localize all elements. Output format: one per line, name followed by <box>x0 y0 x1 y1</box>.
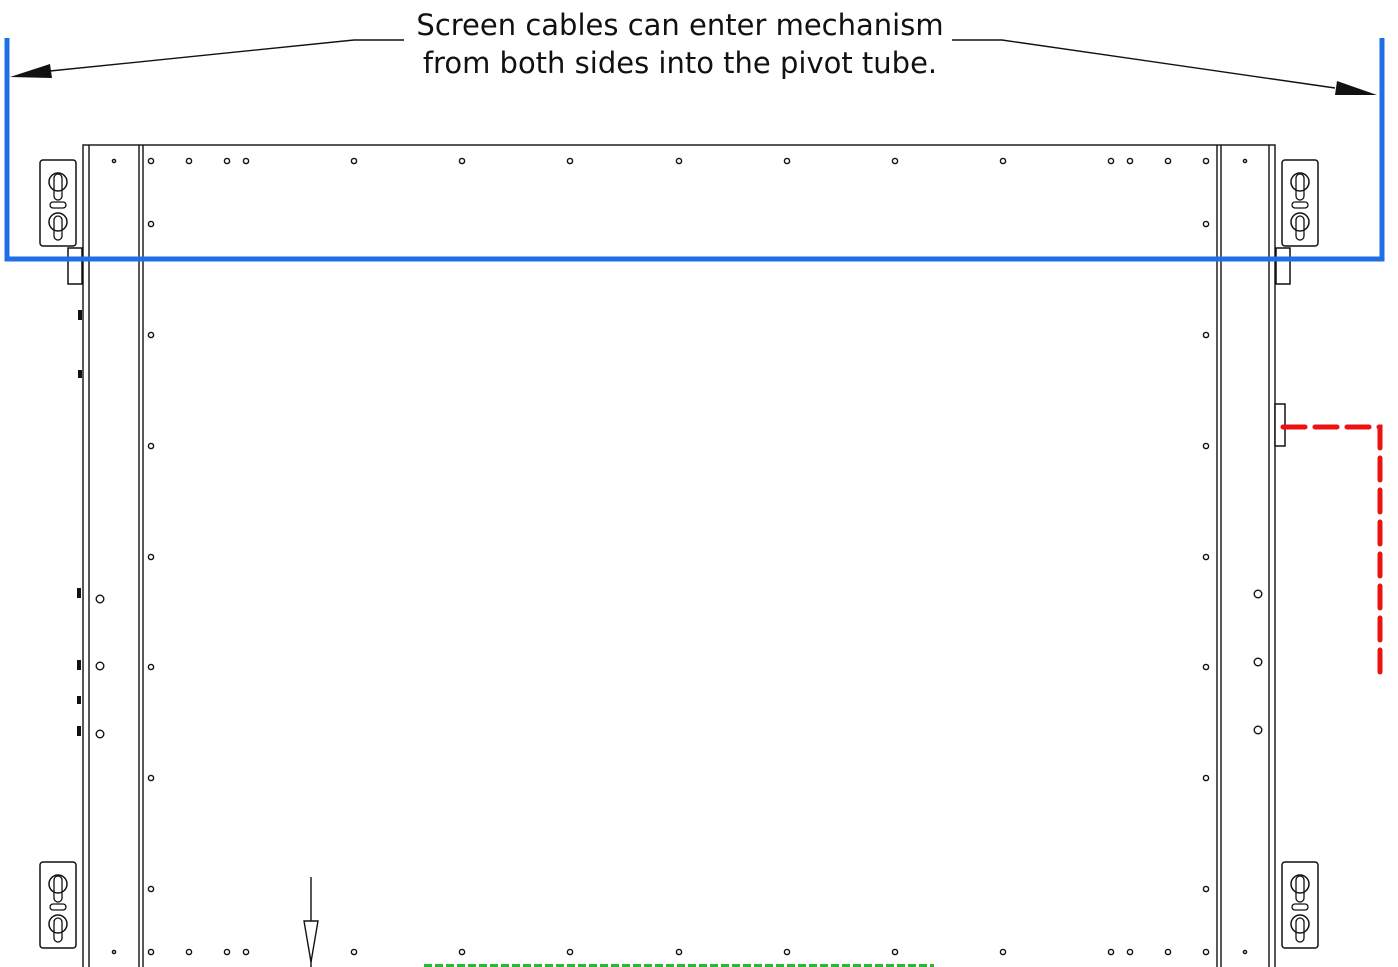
fasteners-bottom-row <box>147 948 1210 956</box>
keyhole-bracket-icon <box>39 861 77 949</box>
down-arrow-icon <box>303 877 319 967</box>
dashed-cable-route <box>1280 424 1383 675</box>
fasteners-right-column <box>1202 220 1210 893</box>
fasteners-left-column <box>147 220 155 893</box>
fasteners-side-rails <box>95 158 1263 955</box>
annotation-line-1: Screen cables can enter mechanism <box>416 8 944 42</box>
leader-left <box>10 39 404 78</box>
keyhole-bracket-icon <box>1281 861 1319 949</box>
frame-outline <box>82 144 1276 967</box>
left-edge-details <box>77 310 82 736</box>
bracket-bottom-right <box>1281 861 1319 949</box>
fasteners-top-row <box>147 157 1210 165</box>
cable-entry-annotation: Screen cables can enter mechanism from b… <box>340 6 1020 82</box>
cable-entry-path <box>4 38 1385 262</box>
leader-right <box>952 39 1377 95</box>
keyhole-bracket-icon <box>39 159 77 247</box>
bracket-top-right <box>1275 159 1319 285</box>
annotation-line-2: from both sides into the pivot tube. <box>422 46 938 80</box>
keyhole-bracket-icon <box>1281 159 1319 247</box>
bracket-bottom-left <box>39 861 77 949</box>
bracket-top-left <box>39 159 83 285</box>
